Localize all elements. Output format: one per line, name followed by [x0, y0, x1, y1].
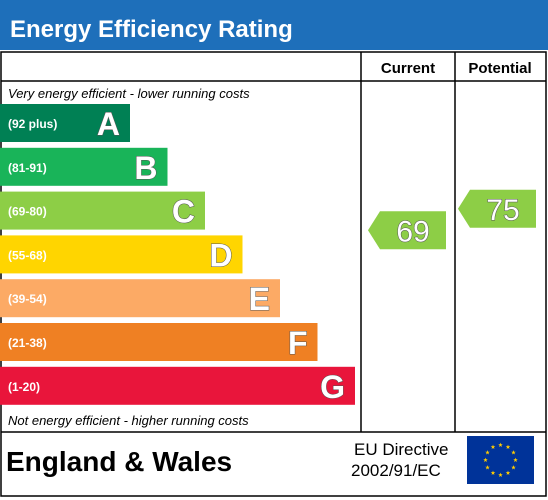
flag-star [483, 457, 488, 462]
band-range-g: (1-20) [8, 380, 40, 394]
band-bar-c [0, 191, 205, 230]
flag-star [485, 465, 490, 470]
band-range-a: (92 plus) [8, 117, 57, 131]
band-range-d: (55-68) [8, 248, 47, 262]
band-letter-e: E [249, 281, 270, 317]
flag-star [513, 457, 518, 462]
flag-star [498, 472, 503, 477]
eu-flag-icon [467, 436, 534, 484]
current-value: 69 [396, 215, 429, 248]
chart-frame [0, 51, 547, 497]
band-letter-a: A [97, 106, 120, 142]
band-letter-f: F [288, 325, 308, 361]
band-bar-f [0, 323, 318, 361]
potential-value: 75 [486, 194, 519, 227]
band-range-c: (69-80) [8, 205, 47, 219]
band-letter-b: B [134, 150, 157, 186]
band-letter-d: D [209, 237, 232, 273]
rating-bands: (92 plus) A (81-91) B (69-80) C (55-68) D (39-54… [0, 104, 355, 405]
band-range-b: (81-91) [8, 161, 47, 175]
potential-marker [458, 189, 536, 228]
band-letter-g: G [320, 369, 345, 405]
column-header-current: Current [381, 60, 435, 77]
flag-star [505, 470, 511, 475]
flag-star [511, 465, 516, 470]
column-header-potential: Potential [468, 60, 531, 77]
band-range-e: (39-54) [8, 292, 47, 306]
flag-star [498, 442, 503, 447]
flag-star [505, 444, 511, 449]
current-marker [368, 211, 446, 250]
rating-markers: 69 75 [368, 189, 536, 250]
band-bar-a [0, 104, 130, 142]
band-bar-e [0, 279, 280, 318]
flag-star [485, 450, 490, 455]
band-range-f: (21-38) [8, 336, 47, 350]
chart-title: Energy Efficiency Rating [10, 16, 293, 43]
bottom-note: Not energy efficient - higher running co… [8, 413, 249, 428]
chart-header [0, 0, 548, 50]
top-note: Very energy efficient - lower running co… [8, 86, 250, 101]
flag-star [511, 450, 516, 455]
flag-star [490, 444, 496, 449]
region-label: England & Wales [6, 446, 232, 477]
band-bar-d [0, 235, 243, 274]
directive-line-2: 2002/91/EC [351, 461, 441, 480]
band-bar-b [0, 147, 168, 186]
flag-star [490, 470, 496, 475]
directive-line-1: EU Directive [354, 440, 448, 459]
band-letter-c: C [172, 194, 195, 230]
band-bar-g [0, 366, 355, 405]
